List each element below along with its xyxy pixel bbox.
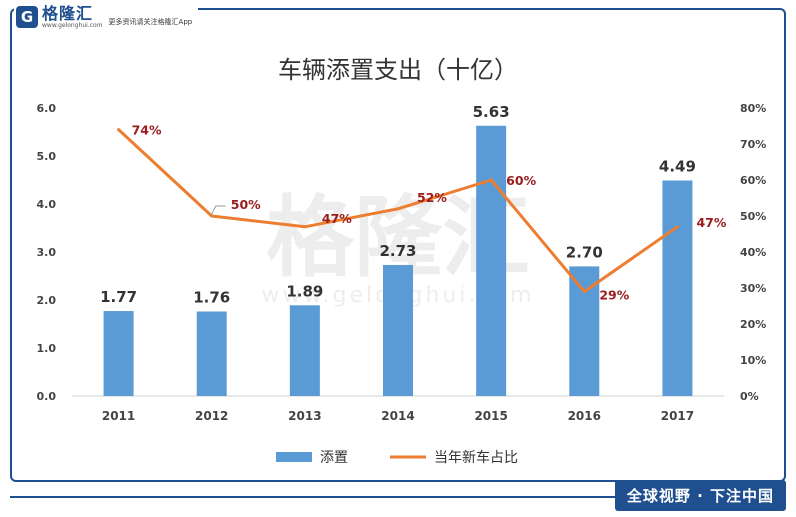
y-right-tick-label: 40% — [740, 246, 766, 259]
chart-title: 车辆添置支出（十亿） — [278, 56, 518, 84]
bar — [383, 264, 413, 396]
bar-value-label: 5.63 — [473, 103, 510, 121]
bar-value-label: 1.89 — [286, 282, 323, 300]
y-left-tick-label: 3.0 — [37, 246, 57, 259]
y-left-tick-label: 1.0 — [37, 342, 57, 355]
legend: 添置 当年新车占比 — [276, 449, 518, 466]
y-right-tick-label: 0% — [740, 390, 759, 403]
y-right-tick-label: 70% — [740, 138, 766, 151]
bar — [662, 180, 693, 396]
logo-mark-icon: G — [16, 6, 38, 28]
x-tick-label: 2013 — [288, 409, 321, 423]
bar — [569, 266, 600, 396]
y-left-tick-label: 0.0 — [37, 390, 57, 403]
x-tick-label: 2017 — [661, 409, 694, 423]
brand-domain: www.gelonghui.com — [42, 21, 103, 29]
x-tick-label: 2016 — [568, 409, 601, 423]
x-tick-label: 2015 — [474, 409, 507, 423]
bar-value-label: 2.73 — [379, 242, 416, 260]
line-point — [303, 225, 307, 229]
y-left-tick-label: 4.0 — [37, 198, 57, 211]
legend-bar-label: 添置 — [320, 450, 348, 466]
line-value-label: 29% — [599, 288, 629, 303]
bar-value-label: 2.70 — [566, 243, 603, 261]
y-right-tick-label: 20% — [740, 318, 766, 331]
bar-value-label: 4.49 — [659, 157, 696, 175]
line-value-label: 47% — [696, 215, 726, 230]
legend-line-label: 当年新车占比 — [434, 449, 518, 466]
line-point — [396, 207, 400, 211]
y-left-tick-label: 5.0 — [37, 150, 57, 163]
y-right-tick-label: 50% — [740, 210, 766, 223]
line-point — [489, 178, 493, 182]
brand-name: 格隆汇 — [42, 3, 94, 23]
x-tick-label: 2014 — [381, 409, 414, 423]
y-right-tick-label: 60% — [740, 174, 766, 187]
line-value-label: 52% — [417, 190, 447, 205]
line-point — [582, 290, 586, 294]
axes: 0.0 1.0 2.0 3.0 4.0 5.0 6.0 0% 10% 20% 30% 40% 50% 60… — [37, 102, 767, 423]
line-point — [675, 225, 679, 229]
x-tick-label: 2011 — [102, 409, 135, 423]
bar-value-label: 1.76 — [193, 289, 230, 307]
line-point — [210, 214, 214, 218]
y-right-tick-label: 10% — [740, 354, 766, 367]
footer-divider — [10, 496, 616, 498]
legend-bar-swatch — [276, 452, 312, 462]
bar — [196, 311, 227, 396]
bar — [289, 305, 320, 396]
label-leader-line — [211, 205, 226, 215]
y-left-tick-label: 2.0 — [37, 294, 57, 307]
brand-logo: G 格隆汇 www.gelonghui.com 更多资讯请关注格隆汇App — [14, 3, 199, 30]
bar — [476, 125, 507, 396]
y-left-tick-label: 6.0 — [37, 102, 57, 115]
line-value-label: 50% — [231, 197, 261, 212]
bar-series: 1.77 1.76 1.89 2.73 5.63 2.70 4.49 — [100, 103, 696, 396]
brand-slogan: 更多资讯请关注格隆汇App — [108, 18, 193, 26]
y-right-tick-label: 30% — [740, 282, 766, 295]
line-value-label: 74% — [132, 123, 162, 138]
line-point — [117, 128, 121, 132]
footer-slogan: 全球视野 · 下注中国 — [614, 480, 786, 511]
line-series: 74% 50% 47% 52% 60% 29% 47% — [117, 123, 727, 303]
chart-frame — [10, 8, 786, 482]
line-value-label: 60% — [506, 173, 536, 188]
x-tick-label: 2012 — [195, 409, 228, 423]
bar-value-label: 1.77 — [100, 288, 137, 306]
line-value-label: 47% — [322, 211, 352, 226]
y-right-tick-label: 80% — [740, 102, 766, 115]
bar — [103, 311, 134, 396]
